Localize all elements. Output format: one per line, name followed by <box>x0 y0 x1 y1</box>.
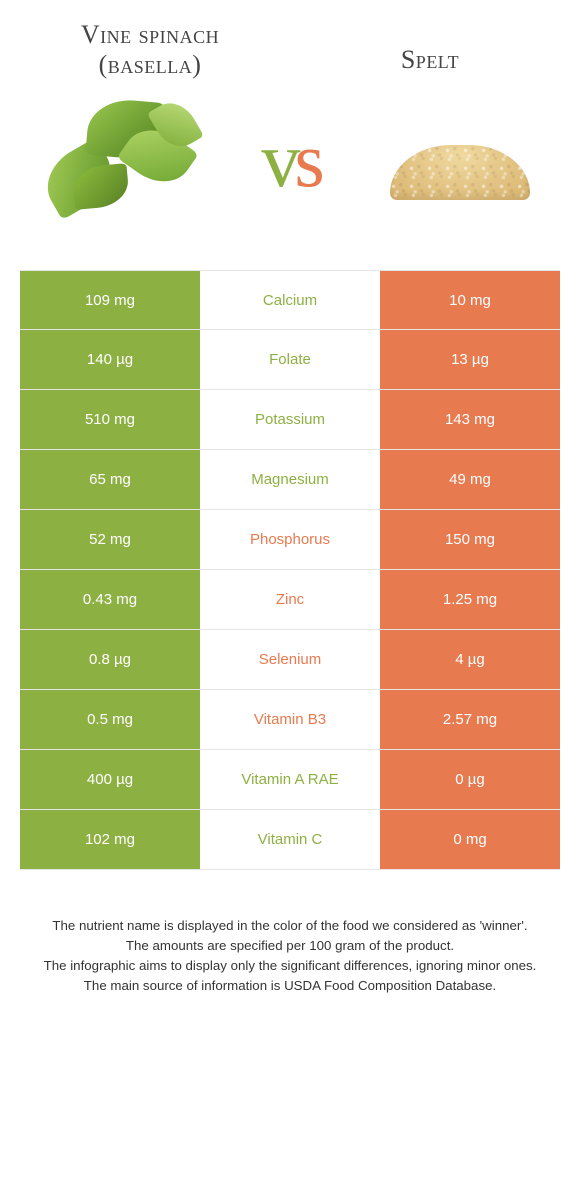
table-row: 400 µgVitamin A RAE0 µg <box>20 750 560 810</box>
right-value: 0 mg <box>380 810 560 869</box>
left-value: 102 mg <box>20 810 200 869</box>
nutrient-label: Phosphorus <box>200 510 380 569</box>
left-value: 0.43 mg <box>20 570 200 629</box>
left-value: 0.5 mg <box>20 690 200 749</box>
table-row: 0.43 mgZinc1.25 mg <box>20 570 560 630</box>
spelt-icon <box>385 110 535 210</box>
nutrient-label: Folate <box>200 330 380 389</box>
table-row: 510 mgPotassium143 mg <box>20 390 560 450</box>
right-value: 2.57 mg <box>380 690 560 749</box>
nutrient-table: 109 mgCalcium10 mg140 µgFolate13 µg510 m… <box>20 270 560 870</box>
food-right-image <box>380 90 540 230</box>
food-right-title: Spelt <box>340 45 520 75</box>
table-row: 0.5 mgVitamin B32.57 mg <box>20 690 560 750</box>
vs-v: v <box>261 121 294 199</box>
header: Vine spinach (basella) Spelt <box>0 0 580 80</box>
nutrient-label: Vitamin B3 <box>200 690 380 749</box>
spinach-icon <box>45 95 195 225</box>
right-value: 10 mg <box>380 271 560 329</box>
hero: vs <box>0 80 580 270</box>
nutrient-label: Vitamin C <box>200 810 380 869</box>
nutrient-label: Magnesium <box>200 450 380 509</box>
food-left-title: Vine spinach (basella) <box>60 20 240 80</box>
footer-line: The main source of information is USDA F… <box>30 976 550 996</box>
left-value: 400 µg <box>20 750 200 809</box>
table-row: 52 mgPhosphorus150 mg <box>20 510 560 570</box>
left-value: 510 mg <box>20 390 200 449</box>
footer-line: The amounts are specified per 100 gram o… <box>30 936 550 956</box>
right-value: 1.25 mg <box>380 570 560 629</box>
nutrient-label: Zinc <box>200 570 380 629</box>
footer-line: The nutrient name is displayed in the co… <box>30 916 550 936</box>
table-row: 65 mgMagnesium49 mg <box>20 450 560 510</box>
left-value: 65 mg <box>20 450 200 509</box>
table-row: 140 µgFolate13 µg <box>20 330 560 390</box>
left-value: 52 mg <box>20 510 200 569</box>
footer-line: The infographic aims to display only the… <box>30 956 550 976</box>
table-row: 0.8 µgSelenium4 µg <box>20 630 560 690</box>
right-value: 143 mg <box>380 390 560 449</box>
food-left-image <box>40 90 200 230</box>
right-value: 0 µg <box>380 750 560 809</box>
right-value: 49 mg <box>380 450 560 509</box>
vs-s: s <box>294 121 318 199</box>
vs-label: vs <box>261 121 318 199</box>
left-value: 109 mg <box>20 271 200 329</box>
left-value: 140 µg <box>20 330 200 389</box>
right-value: 13 µg <box>380 330 560 389</box>
nutrient-label: Vitamin A RAE <box>200 750 380 809</box>
table-row: 109 mgCalcium10 mg <box>20 270 560 330</box>
nutrient-label: Potassium <box>200 390 380 449</box>
right-value: 150 mg <box>380 510 560 569</box>
left-value: 0.8 µg <box>20 630 200 689</box>
footer-notes: The nutrient name is displayed in the co… <box>0 870 580 996</box>
nutrient-label: Selenium <box>200 630 380 689</box>
nutrient-label: Calcium <box>200 271 380 329</box>
right-value: 4 µg <box>380 630 560 689</box>
table-row: 102 mgVitamin C0 mg <box>20 810 560 870</box>
